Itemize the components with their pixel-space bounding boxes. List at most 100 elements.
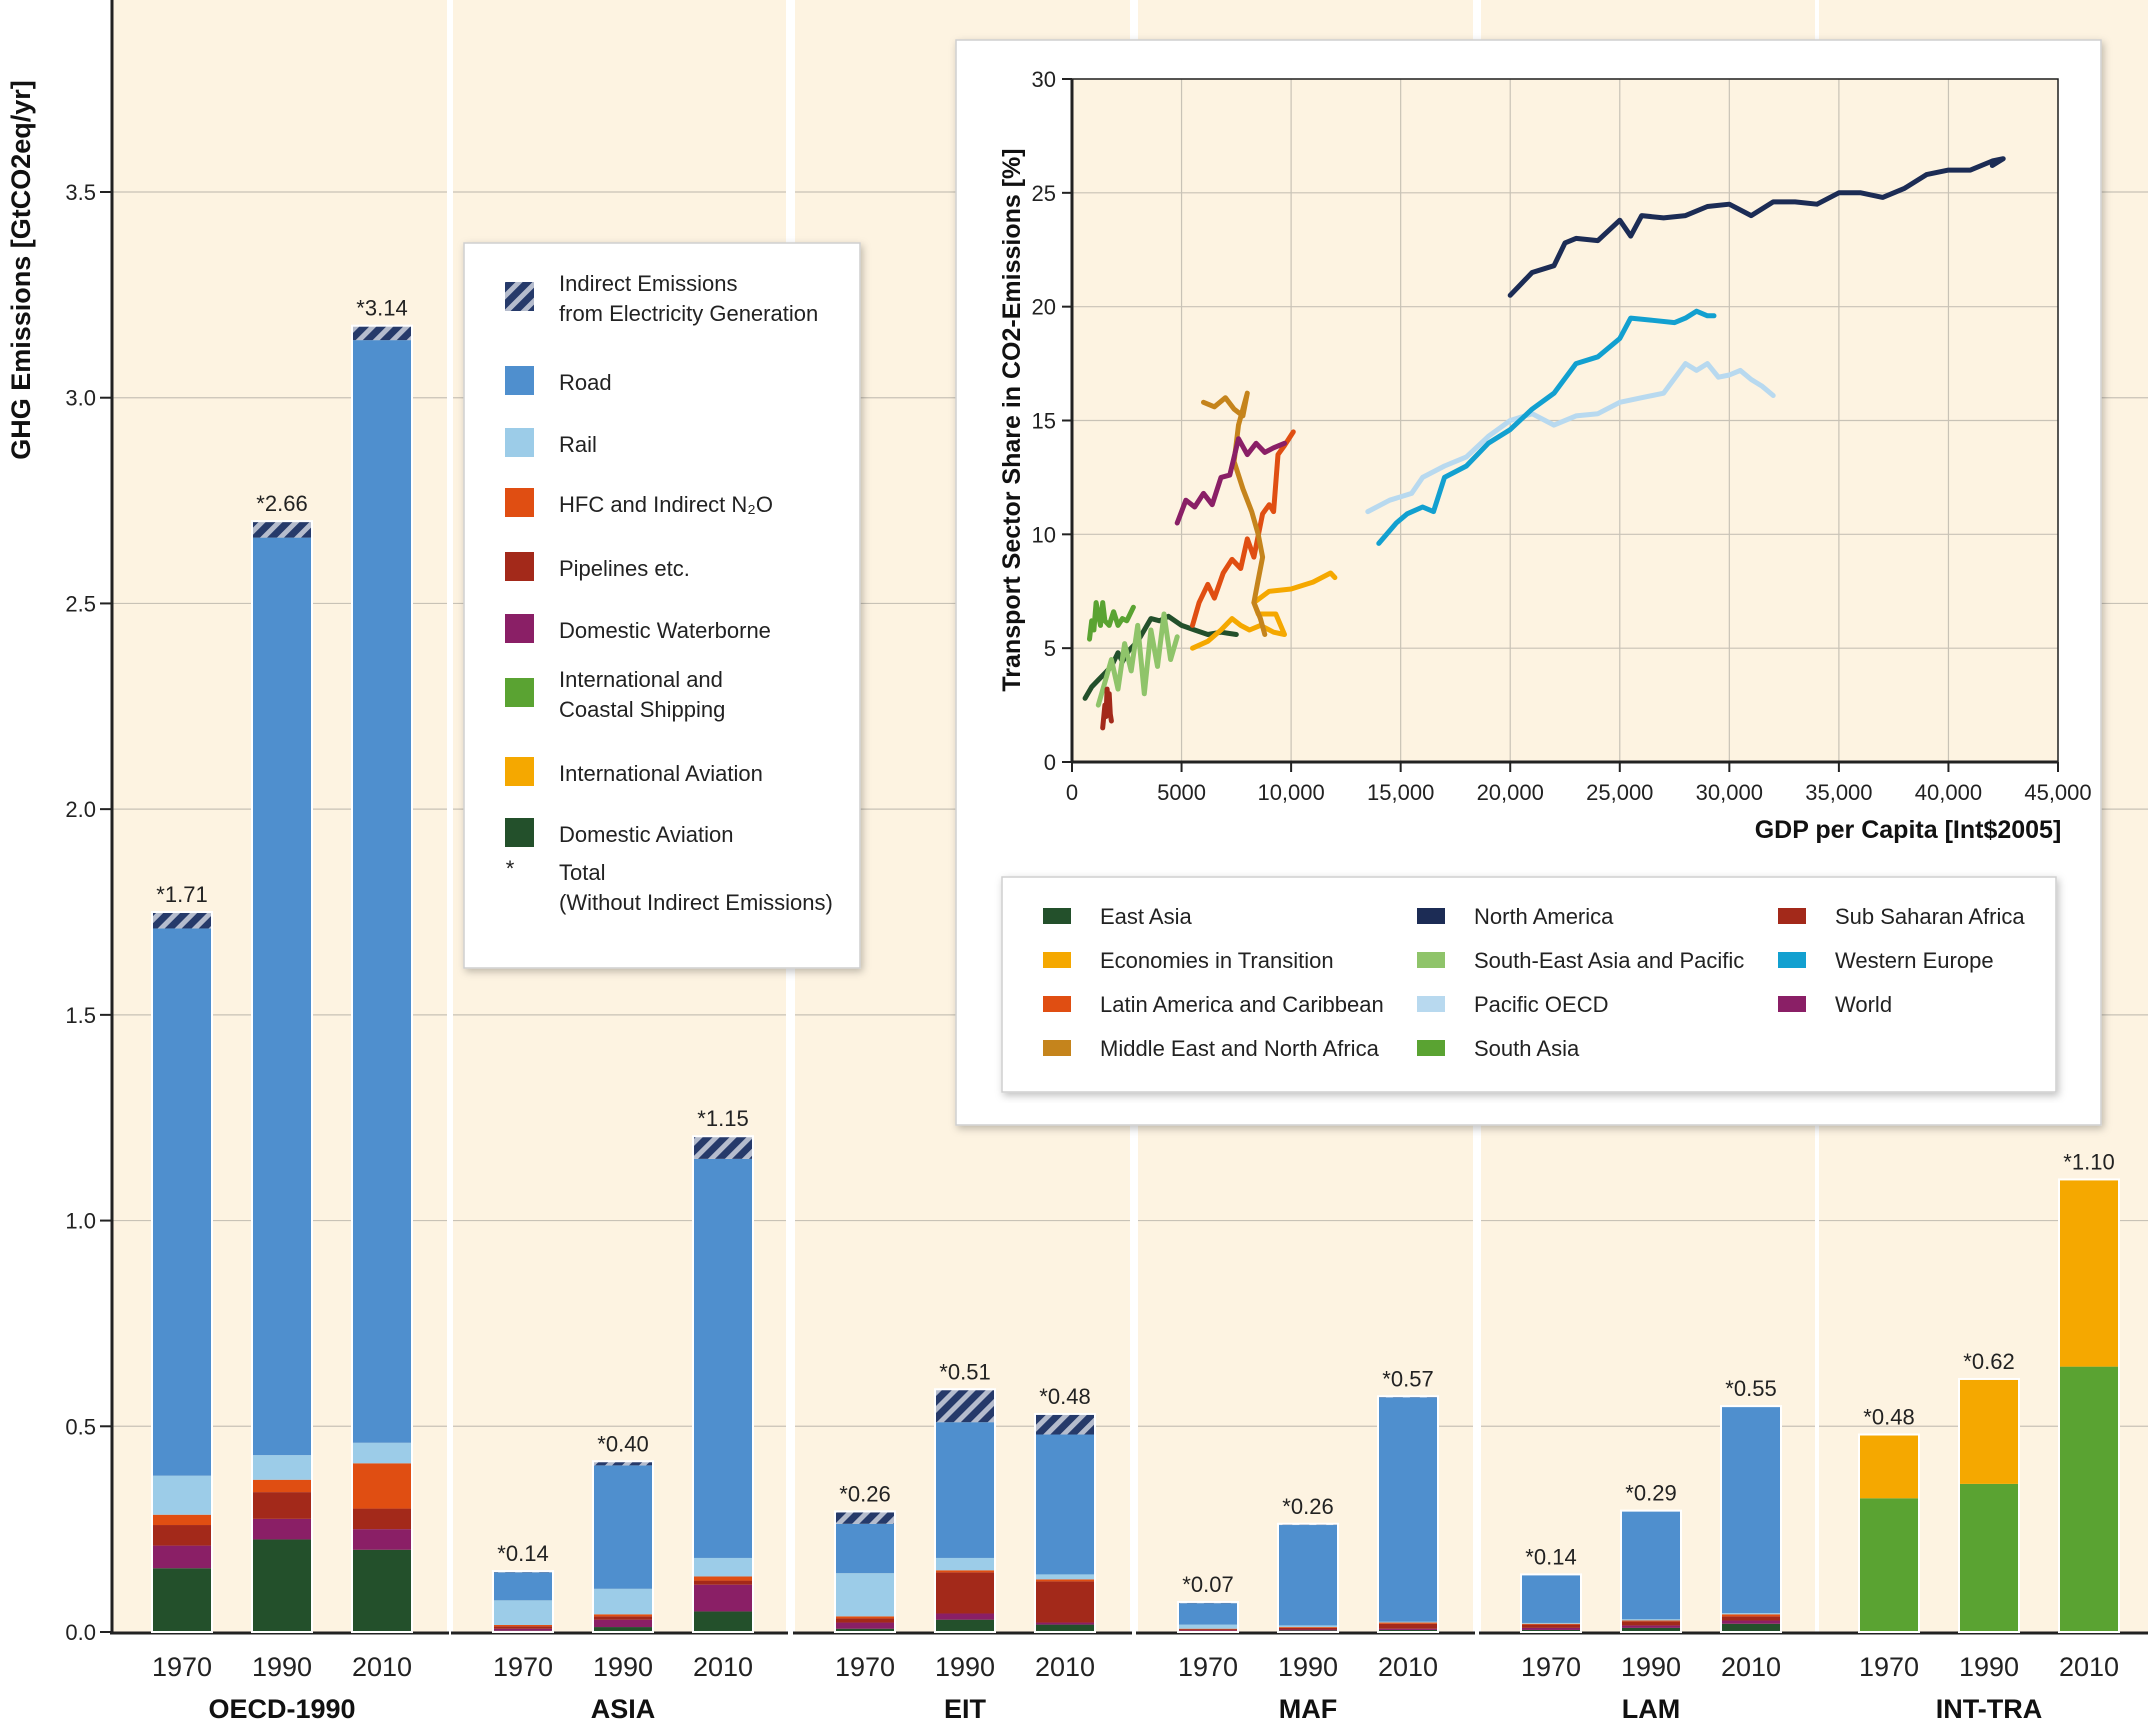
region-label: INT-TRA [1936,1694,2042,1724]
legend-swatch [505,757,534,786]
inset-legend-label: North America [1474,904,1614,929]
bar-segment-indirect [152,912,212,928]
inset-y-tick-label: 25 [1032,181,1056,206]
region-label: LAM [1622,1694,1680,1724]
y-tick-label: 0.0 [65,1620,96,1645]
x-tick-label: 2010 [352,1652,412,1682]
bar-segment-rail [1621,1619,1681,1620]
inset-legend-label: Economies in Transition [1100,948,1334,973]
bar-segment-pipelines [1378,1624,1438,1629]
bar-segment-road [693,1159,753,1558]
bar-segment-road [252,538,312,1455]
bar-segment-pipelines [493,1626,553,1628]
stacked-bar [693,1136,753,1632]
bar-segment-international-shipping [1859,1498,1919,1632]
inset-x-axis-title: GDP per Capita [Int$2005] [1755,816,2062,844]
inset-y-tick-label: 5 [1044,636,1056,661]
bar-segment-pipelines [152,1525,212,1546]
inset-x-tick-label: 25,000 [1586,780,1653,805]
inset-legend-swatch [1778,908,1806,924]
bar-segment-rail [593,1589,653,1615]
bar-total-label: *3.14 [356,296,407,321]
bar-segment-rail [693,1558,753,1577]
bar-segment-domestic-aviation [152,1568,212,1632]
x-tick-label: 2010 [1035,1652,1095,1682]
legend-swatch [505,366,534,395]
x-tick-label: 1970 [152,1652,212,1682]
bar-segment-rail [1178,1625,1238,1629]
x-tick-label: 1970 [1178,1652,1238,1682]
region-label: OECD-1990 [208,1694,355,1724]
inset-legend-swatch [1043,908,1071,924]
bar-segment-domestic-aviation [252,1539,312,1632]
bar-segment-pipelines [1278,1628,1338,1630]
bar-total-label: *1.15 [697,1106,748,1131]
bar-segment-international-aviation [1859,1435,1919,1499]
stacked-bar [1178,1602,1238,1632]
bar-segment-domestic-waterborne [835,1623,895,1629]
stacked-bar [252,521,312,1632]
legend-swatch [505,428,534,457]
stacked-bar [1859,1435,1919,1632]
inset-legend-label: Middle East and North Africa [1100,1036,1380,1061]
inset-x-tick-label: 10,000 [1257,780,1324,805]
bar-segment-pipelines [1035,1581,1095,1622]
bar-total-label: *0.07 [1182,1572,1233,1597]
y-tick-label: 3.5 [65,180,96,205]
x-tick-label: 1970 [1859,1652,1919,1682]
legend-label: Road [559,370,612,395]
bar-segment-domestic-waterborne [1278,1630,1338,1631]
x-tick-label: 1990 [593,1652,653,1682]
region-label: EIT [944,1694,987,1724]
bar-total-label: *0.40 [597,1431,648,1456]
bar-segment-pipelines [1178,1629,1238,1630]
bar-segment-rail [493,1600,553,1625]
bar-segment-domestic-aviation [352,1550,412,1632]
inset-legend-label: East Asia [1100,904,1192,929]
x-tick-label: 2010 [693,1652,753,1682]
legend-swatch [505,282,534,311]
legend-label: Domestic Aviation [559,822,733,847]
bar-total-label: *0.55 [1725,1376,1776,1401]
inset-x-tick-label: 30,000 [1696,780,1763,805]
bar-segment-road [1521,1574,1581,1623]
inset-legend-label: South Asia [1474,1036,1580,1061]
bar-total-label: *0.62 [1963,1349,2014,1374]
inset-legend-label: Pacific OECD [1474,992,1608,1017]
stacked-bar [1959,1379,2019,1632]
bar-segment-hfc-n2o [152,1515,212,1525]
legend-label-line: Domestic Waterborne [559,618,771,643]
bar-segment-pipelines [1621,1621,1681,1625]
bar-segment-hfc-n2o [1278,1627,1338,1628]
bar-segment-hfc-n2o [493,1625,553,1626]
y-tick-label: 2.0 [65,797,96,822]
inset-legend-swatch [1417,952,1445,968]
bar-total-label: *1.71 [156,882,207,907]
bar-segment-pipelines [252,1492,312,1519]
inset-legend-swatch [1043,996,1071,1012]
x-tick-label: 1970 [493,1652,553,1682]
bar-segment-rail [835,1573,895,1616]
legend-label: Domestic Waterborne [559,618,771,643]
stacked-bar [152,912,212,1632]
x-tick-label: 1990 [1621,1652,1681,1682]
bar-segment-indirect [693,1136,753,1159]
stacked-bar [1721,1406,1781,1632]
legend-swatch [505,488,534,517]
bar-segment-road [1278,1525,1338,1625]
inset-x-tick-label: 35,000 [1805,780,1872,805]
bar-segment-road [493,1572,553,1600]
inset-legend-swatch [1417,908,1445,924]
inset-x-tick-label: 5000 [1157,780,1206,805]
bar-segment-hfc-n2o [1621,1620,1681,1621]
bar-segment-domestic-waterborne [493,1629,553,1631]
legend-label-line: (Without Indirect Emissions) [559,890,833,915]
region-label: ASIA [591,1694,656,1724]
legend-label: International Aviation [559,761,763,786]
inset-legend-swatch [1417,1040,1445,1056]
bar-segment-domestic-aviation [935,1620,995,1632]
